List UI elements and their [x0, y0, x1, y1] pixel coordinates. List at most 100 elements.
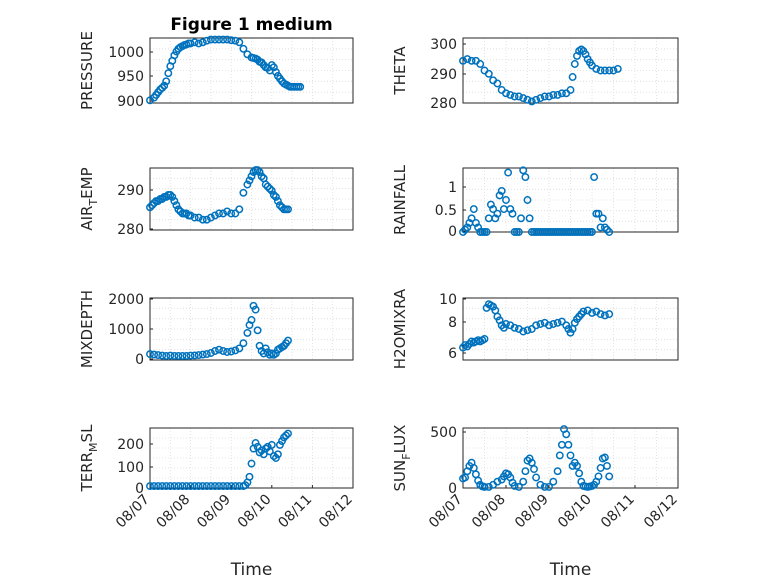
data-point	[182, 209, 191, 218]
data-point	[545, 482, 553, 491]
y-axis-label: SUNFLUX	[391, 425, 413, 492]
axes-box	[462, 37, 679, 104]
data-point	[484, 69, 493, 78]
data-point	[577, 477, 586, 486]
data-point	[162, 482, 171, 491]
data-point	[174, 205, 183, 214]
data-point	[253, 326, 262, 335]
data-point	[553, 318, 562, 327]
data-point	[146, 203, 154, 212]
data-point	[596, 66, 605, 75]
data-point	[603, 461, 611, 470]
data-point	[493, 209, 502, 218]
data-point	[231, 36, 240, 45]
y-axis-label: MIXDEPTH	[78, 290, 96, 368]
panel-4: 0 0.5 1 RAINFALL	[391, 164, 679, 240]
x-tick-label: 08/10	[235, 492, 275, 532]
data-point	[605, 472, 614, 481]
data-point	[255, 448, 264, 457]
data-point	[605, 228, 614, 236]
data-point	[148, 201, 156, 210]
data-point	[146, 482, 154, 491]
data-point	[598, 214, 607, 223]
data-point	[525, 214, 534, 223]
y-tick-label: 300	[430, 37, 457, 53]
data-point	[186, 482, 195, 491]
y-tick-label: 1000	[108, 322, 144, 338]
data-point	[284, 205, 292, 214]
data-point	[557, 89, 566, 98]
data-point	[202, 350, 211, 359]
data-point	[239, 188, 248, 197]
data-point	[594, 472, 603, 481]
data-point	[562, 430, 571, 439]
data-point	[160, 81, 169, 90]
data-point	[162, 351, 171, 360]
data-point	[588, 308, 596, 317]
data-point	[190, 351, 199, 360]
data-point	[519, 477, 528, 486]
y-tick-label: 280	[117, 222, 144, 238]
data-point	[198, 482, 207, 491]
y-tick-label: 500	[430, 425, 457, 441]
data-point	[267, 440, 276, 449]
data-point	[471, 218, 480, 227]
data-point	[502, 196, 510, 204]
data-point	[215, 209, 223, 218]
data-point	[219, 482, 228, 491]
data-point	[476, 60, 485, 68]
data-point	[186, 211, 195, 220]
data-point	[186, 351, 195, 360]
panel-8: 0 500 08/07 08/08 08/09 08/10 08/11 08/12 SUNFLU…	[391, 425, 681, 580]
data-point	[540, 482, 549, 491]
data-point	[549, 90, 558, 99]
x-tick-label: 08/12	[316, 492, 356, 532]
data-point	[506, 90, 515, 99]
data-point	[504, 168, 513, 177]
data-point	[170, 351, 179, 360]
data-point	[579, 307, 588, 316]
data-point	[482, 228, 491, 236]
data-point	[239, 44, 248, 53]
data-point	[553, 467, 562, 476]
data-point	[463, 55, 472, 64]
data-point	[190, 482, 199, 491]
data-point	[211, 347, 219, 355]
y-tick-label: 2000	[108, 292, 144, 308]
data-point	[275, 440, 284, 449]
y-tick-label: 900	[117, 94, 144, 110]
data-point	[480, 482, 489, 491]
data-point	[603, 225, 611, 234]
data-point	[284, 429, 292, 438]
data-point	[198, 38, 207, 47]
y-tick-label: 100	[117, 460, 144, 476]
data-point	[273, 197, 282, 206]
axes-box	[149, 37, 354, 104]
data-point	[235, 38, 244, 47]
data-point	[536, 480, 545, 489]
data-point	[174, 482, 183, 491]
y-axis-label: RAINFALL	[391, 164, 409, 235]
x-tick-label: 08/11	[275, 492, 315, 532]
data-point	[566, 451, 575, 460]
data-point	[600, 66, 609, 75]
data-point	[489, 205, 498, 214]
y-tick-label: 280	[430, 96, 457, 112]
y-tick-label: 0.5	[435, 203, 457, 219]
data-point	[243, 180, 252, 189]
data-point	[459, 56, 467, 65]
data-point	[182, 482, 191, 491]
data-point	[247, 459, 256, 468]
data-point	[519, 166, 528, 175]
axes-box	[462, 167, 679, 233]
data-point	[231, 482, 240, 491]
data-point	[553, 90, 562, 99]
data-point	[223, 348, 232, 356]
y-tick-label: 950	[117, 69, 144, 85]
data-point	[570, 60, 579, 68]
data-point	[265, 184, 274, 193]
data-point	[253, 166, 262, 175]
data-point	[231, 346, 240, 355]
data-point	[146, 350, 154, 359]
